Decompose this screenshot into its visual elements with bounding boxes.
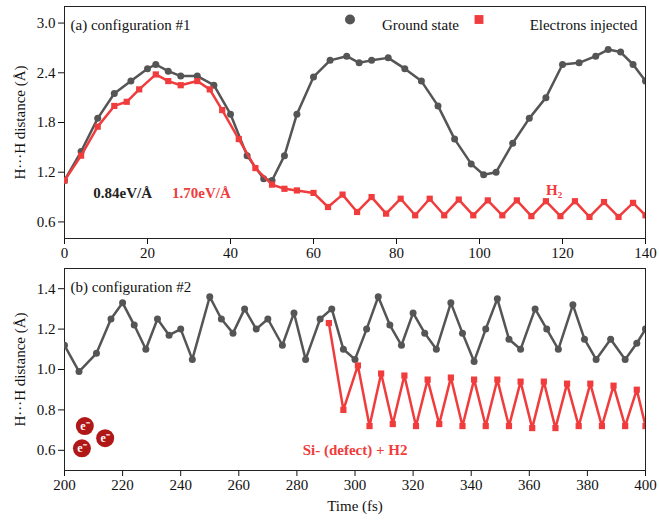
- svg-text:240: 240: [169, 477, 192, 493]
- svg-text:140: 140: [634, 245, 657, 261]
- svg-text:20: 20: [140, 245, 155, 261]
- svg-text:1.2: 1.2: [37, 321, 56, 337]
- svg-text:120: 120: [551, 245, 574, 261]
- svg-text:220: 220: [111, 477, 134, 493]
- svg-text:0.6: 0.6: [37, 442, 56, 458]
- svg-text:0: 0: [61, 245, 69, 261]
- svg-text:Time (fs): Time (fs): [327, 498, 383, 515]
- svg-text:0.84eV/Å: 0.84eV/Å: [93, 185, 152, 201]
- svg-text:H···H distance (Å): H···H distance (Å): [12, 65, 29, 179]
- svg-text:(b) configuration #2: (b) configuration #2: [71, 279, 192, 296]
- svg-text:Ground state: Ground state: [382, 17, 459, 33]
- svg-text:e⁻: e⁻: [77, 441, 86, 455]
- svg-text:260: 260: [228, 477, 251, 493]
- svg-text:400: 400: [634, 477, 657, 493]
- svg-text:1.4: 1.4: [37, 281, 56, 297]
- svg-text:1.0: 1.0: [37, 361, 56, 377]
- svg-text:1.8: 1.8: [37, 114, 56, 130]
- svg-text:380: 380: [576, 477, 599, 493]
- svg-text:100: 100: [468, 245, 491, 261]
- svg-text:60: 60: [306, 245, 321, 261]
- svg-text:360: 360: [518, 477, 541, 493]
- svg-text:Electrons injected: Electrons injected: [530, 17, 638, 33]
- svg-text:3.0: 3.0: [37, 15, 56, 31]
- svg-text:1.2: 1.2: [37, 164, 56, 180]
- svg-text:80: 80: [389, 245, 404, 261]
- svg-text:1.70eV/Å: 1.70eV/Å: [172, 185, 231, 201]
- svg-text:300: 300: [344, 477, 367, 493]
- svg-text:e⁻: e⁻: [80, 419, 89, 433]
- svg-text:0.8: 0.8: [37, 402, 56, 418]
- svg-text:e⁻: e⁻: [101, 431, 110, 445]
- svg-text:H₂: H₂: [546, 182, 563, 198]
- svg-text:320: 320: [402, 477, 425, 493]
- svg-text:200: 200: [53, 477, 76, 493]
- svg-text:0.6: 0.6: [37, 214, 56, 230]
- svg-text:280: 280: [286, 477, 309, 493]
- svg-text:(a) configuration #1: (a) configuration #1: [71, 17, 191, 34]
- svg-text:Si- (defect) + H2: Si- (defect) + H2: [303, 442, 408, 459]
- svg-text:40: 40: [223, 245, 238, 261]
- svg-text:H···H distance (Å): H···H distance (Å): [12, 312, 29, 426]
- svg-text:340: 340: [460, 477, 483, 493]
- svg-text:2.4: 2.4: [37, 65, 56, 81]
